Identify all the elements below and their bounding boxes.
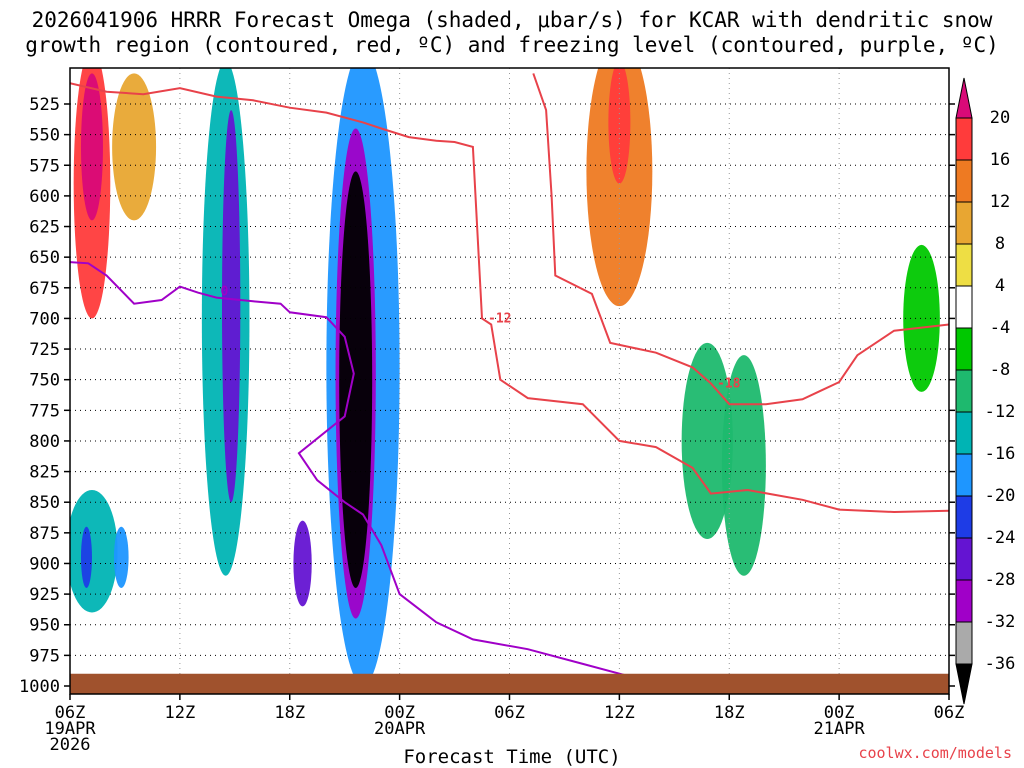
- y-tick-label-775: 775: [29, 401, 60, 421]
- y-tick-label-725: 725: [29, 340, 60, 360]
- omega-cell-14: [681, 342, 733, 539]
- omega-cell-15: [721, 355, 766, 576]
- x-tick-label-12: 18Z: [274, 703, 305, 723]
- x-tick-label-48: 06Z: [934, 703, 965, 723]
- x-tick-label-24: 06Z: [494, 703, 525, 723]
- y-tick-label-900: 900: [29, 554, 60, 574]
- y-tick-label-525: 525: [29, 95, 60, 115]
- colorbar-label-13: -36: [985, 654, 1016, 674]
- x-tick-date-0: 19APR: [44, 719, 96, 739]
- colorbar-label-4: 4: [995, 276, 1005, 296]
- y-tick-label-625: 625: [29, 218, 60, 238]
- colorbar-cap-top: [955, 77, 973, 119]
- omega-cell-7: [113, 526, 129, 588]
- colorbar-label-3: 8: [995, 234, 1005, 254]
- omega-cell-4: [221, 110, 241, 503]
- x-tick-label-36: 18Z: [714, 703, 745, 723]
- omega-cell-8: [293, 520, 312, 607]
- y-tick-label-575: 575: [29, 156, 60, 176]
- x-tick-label-18: 00Z: [384, 703, 415, 723]
- colorbar-label-10: -24: [985, 528, 1016, 548]
- y-tick-label-925: 925: [29, 585, 60, 605]
- omega-shading: [70, 68, 940, 686]
- y-tick-label-975: 975: [29, 646, 60, 666]
- x-tick-label-30: 12Z: [604, 703, 635, 723]
- terrain-ground: [70, 673, 949, 694]
- dgz-contour-label-0: -12: [488, 311, 511, 326]
- colorbar-label-1: 16: [990, 150, 1010, 170]
- dgz-contour-1: [532, 73, 949, 406]
- freezing-level-label: 0: [221, 285, 229, 300]
- colorbar-swatch-1: [955, 117, 973, 161]
- site-credit[interactable]: coolwx.com/models: [858, 744, 1012, 762]
- colorbar-swatch-7: [955, 369, 973, 413]
- x-tick-date-42: 21APR: [814, 719, 866, 739]
- omega-cell-13: [608, 68, 631, 184]
- chart-title-line-2: growth region (contoured, red, ºC) and f…: [25, 33, 999, 57]
- axes: 525 550 575 600 625 650 675 700 725 750 775 800 825 8…: [19, 95, 964, 755]
- y-tick-label-950: 950: [29, 616, 60, 636]
- colorbar-swatch-4: [955, 243, 973, 287]
- y-tick-label-800: 800: [29, 432, 60, 452]
- x-tick-date-18: 20APR: [374, 719, 426, 739]
- colorbar-label-5: -4: [990, 318, 1010, 338]
- chart-title-line-1: 2026041906 HRRR Forecast Omega (shaded, …: [31, 8, 993, 32]
- colorbar-swatch-3: [955, 201, 973, 245]
- colorbar-swatch-9: [955, 453, 973, 497]
- colorbar: 20 16 12 8 4 -4 -8 -12 -16 -20 -24 -28 -32 -36: [955, 77, 1016, 705]
- x-tick-label-0: 06Z: [55, 703, 86, 723]
- colorbar-label-0: 20: [990, 108, 1010, 128]
- omega-cell-16: [903, 244, 940, 392]
- colorbar-swatch-6: [955, 327, 973, 371]
- colorbar-label-12: -32: [985, 612, 1016, 632]
- grid-lines: [70, 68, 949, 694]
- y-tick-label-550: 550: [29, 126, 60, 146]
- y-tick-label-700: 700: [29, 309, 60, 329]
- omega-cell-6: [80, 526, 92, 588]
- dgz-contour-0: [70, 82, 949, 514]
- colorbar-label-6: -8: [990, 360, 1010, 380]
- colorbar-swatch-13: [955, 621, 973, 665]
- dgz-contour-label-1: -18: [717, 376, 741, 391]
- colorbar-swatch-2: [955, 159, 973, 203]
- colorbar-label-2: 12: [990, 192, 1010, 212]
- omega-cell-5: [70, 489, 118, 613]
- y-tick-label-825: 825: [29, 463, 60, 483]
- x-tick-label-6: 12Z: [165, 703, 196, 723]
- y-tick-label-650: 650: [29, 248, 60, 268]
- colorbar-label-9: -20: [985, 486, 1016, 506]
- y-tick-label-675: 675: [29, 279, 60, 299]
- colorbar-cap-bottom: [955, 663, 973, 705]
- colorbar-swatch-8: [955, 411, 973, 455]
- colorbar-label-11: -28: [985, 570, 1016, 590]
- x-tick-label-42: 00Z: [824, 703, 855, 723]
- colorbar-swatch-11: [955, 537, 973, 581]
- colorbar-swatch-12: [955, 579, 973, 623]
- omega-cell-2: [112, 73, 157, 221]
- omega-cell-1: [80, 73, 103, 221]
- x-tick-year-0: 2026: [50, 735, 91, 755]
- temperature-contours: -12 -18 0: [70, 73, 949, 685]
- y-tick-label-850: 850: [29, 493, 60, 513]
- x-axis-label: Forecast Time (UTC): [403, 746, 621, 768]
- freezing-level-line: [70, 261, 949, 685]
- y-tick-label-750: 750: [29, 371, 60, 391]
- y-tick-label-600: 600: [29, 187, 60, 207]
- colorbar-swatch-10: [955, 495, 973, 539]
- plot-frame: [69, 67, 950, 695]
- colorbar-label-8: -16: [985, 444, 1016, 464]
- colorbar-label-7: -12: [985, 402, 1016, 422]
- y-tick-label-875: 875: [29, 524, 60, 544]
- omega-cell-12: [586, 68, 653, 307]
- y-tick-label-1000: 1000: [19, 677, 60, 697]
- colorbar-swatch-5: [955, 285, 973, 329]
